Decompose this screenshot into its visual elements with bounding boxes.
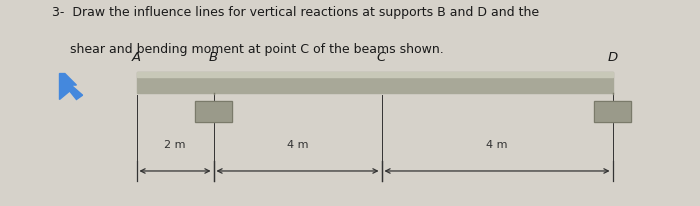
Bar <box>136 72 612 93</box>
Bar <box>594 101 631 122</box>
Text: C: C <box>377 51 386 64</box>
Text: shear and bending moment at point C of the beams shown.: shear and bending moment at point C of t… <box>70 43 444 56</box>
Text: B: B <box>209 51 218 64</box>
Bar <box>136 72 612 77</box>
Bar <box>594 101 631 122</box>
Text: 3-  Draw the influence lines for vertical reactions at supports B and D and the: 3- Draw the influence lines for vertical… <box>52 6 540 19</box>
Bar <box>195 101 232 122</box>
Text: A: A <box>132 51 141 64</box>
Bar <box>195 101 232 122</box>
Text: 4 m: 4 m <box>287 140 308 150</box>
Polygon shape <box>60 74 83 99</box>
Text: D: D <box>608 51 617 64</box>
Text: 2 m: 2 m <box>164 140 186 150</box>
Text: 4 m: 4 m <box>486 140 507 150</box>
